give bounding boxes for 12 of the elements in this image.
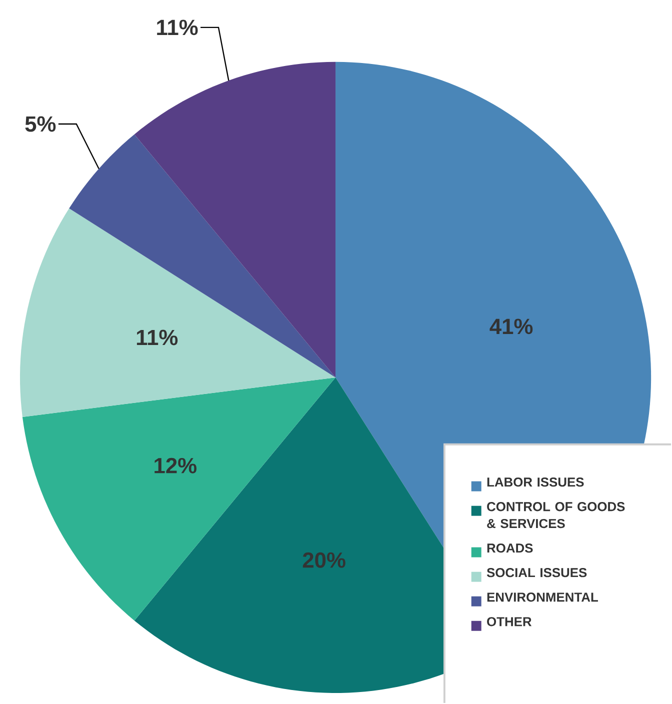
data-label: 11% <box>157 20 198 36</box>
legend-label: SOCIAL ISSUES <box>486 568 587 578</box>
legend-label: LABOR ISSUES <box>487 478 584 487</box>
legend-label: ENVIRONMENTAL <box>487 592 598 602</box>
data-label: 41% <box>490 318 533 334</box>
legend-label: CONTROL OF GOODS & SERVICES <box>487 502 625 528</box>
data-label: 20% <box>302 552 346 568</box>
data-label: 5% <box>25 116 56 132</box>
legend-label: ROADS <box>487 543 533 553</box>
legend-label: OTHER <box>487 617 532 626</box>
data-label: 12% <box>154 458 196 474</box>
data-label: 11% <box>136 330 178 346</box>
